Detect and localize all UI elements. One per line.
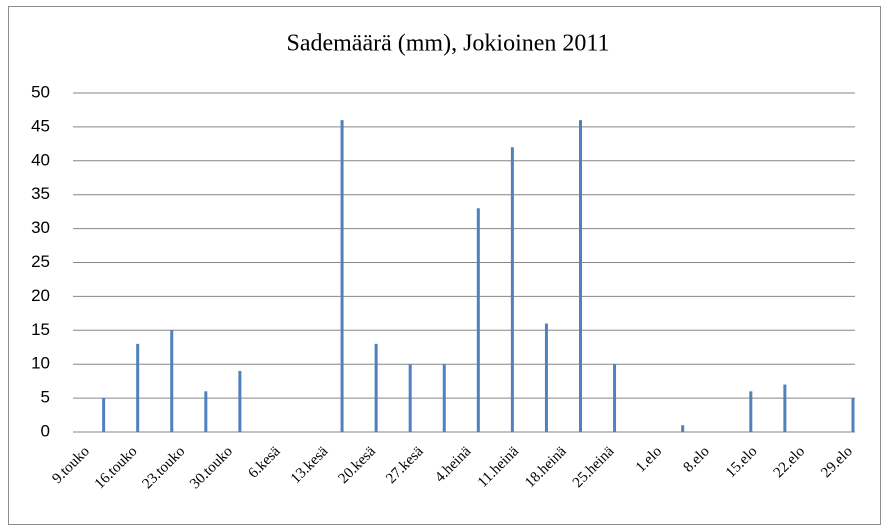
bar [851, 398, 855, 432]
bar [170, 330, 174, 432]
bar [579, 120, 582, 433]
y-tick-label: 35 [31, 184, 50, 203]
bar [476, 208, 480, 432]
y-tick-label: 45 [31, 116, 50, 135]
bar [613, 364, 617, 432]
y-tick-label: 40 [31, 150, 50, 169]
y-tick-label: 30 [31, 218, 50, 237]
bar [102, 398, 106, 432]
bar [408, 364, 412, 432]
y-tick-label: 0 [41, 421, 50, 440]
bar [783, 384, 787, 432]
bar [136, 343, 140, 432]
y-tick-label: 25 [31, 252, 50, 271]
bar [681, 425, 685, 432]
y-tick-label: 5 [41, 388, 50, 407]
bar [340, 120, 344, 433]
y-tick-label: 15 [31, 320, 50, 339]
bar [442, 364, 446, 432]
y-tick-label: 20 [31, 286, 50, 305]
y-tick-label: 50 [31, 82, 50, 101]
bar [238, 370, 242, 432]
bar [204, 391, 208, 432]
bar [374, 343, 378, 432]
bar [544, 323, 548, 432]
bar [510, 147, 514, 433]
bar [749, 391, 753, 432]
y-tick-label: 10 [31, 354, 50, 373]
chart-title: Sademäärä (mm), Jokioinen 2011 [286, 31, 609, 57]
